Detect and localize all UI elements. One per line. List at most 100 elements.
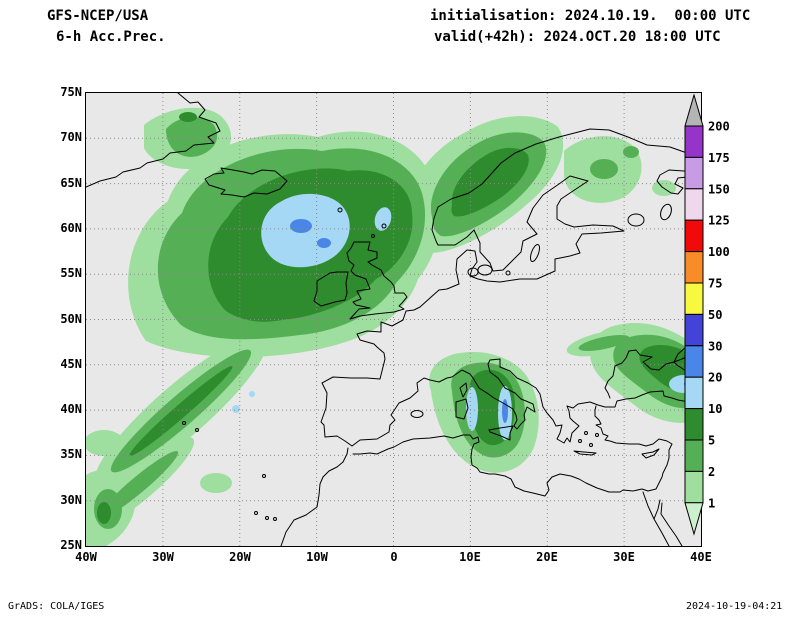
cbar-segment xyxy=(684,376,704,410)
lon-tick-label: 10E xyxy=(459,550,481,564)
lon-tick-label: 30E xyxy=(613,550,635,564)
cbar-segment xyxy=(684,470,704,504)
model-title: GFS-NCEP/USA xyxy=(47,8,149,24)
island-zealand xyxy=(477,264,493,276)
cbar-label: 5 xyxy=(708,434,715,448)
precip-area-sw-iberia xyxy=(200,473,232,493)
island-aegean2 xyxy=(595,433,599,437)
precip-heavy-iceland xyxy=(179,112,197,122)
creation-timestamp: 2024-10-19-04:21 xyxy=(686,601,783,612)
lat-tick-label: 40N xyxy=(60,402,82,416)
cbar-label: 20 xyxy=(708,371,722,385)
cbar-segment xyxy=(684,439,704,472)
lon-tick-label: 40W xyxy=(75,550,97,564)
cbar-label: 30 xyxy=(708,339,722,353)
lat-tick-label: 50N xyxy=(60,312,82,326)
coastline-red-sea xyxy=(642,491,683,546)
color-scale: 200 175 150 125 100 75 50 30 20 10 5 2 1 xyxy=(682,93,752,546)
island-aegean4 xyxy=(589,443,593,447)
coastline-ireland xyxy=(313,271,349,307)
coastline-north-africa xyxy=(280,405,673,546)
island-corsica xyxy=(459,382,468,398)
lat-tick-label: 55N xyxy=(60,266,82,280)
lon-tick-label: 20E xyxy=(536,550,558,564)
map-plot-frame xyxy=(85,92,702,547)
lat-tick-label: 35N xyxy=(60,447,82,461)
precip-heavy-corner-sw xyxy=(97,502,111,524)
cbar-segment xyxy=(684,282,704,315)
coastline-iceland xyxy=(204,167,288,198)
precip-core-finland1 xyxy=(590,159,618,179)
coastline-greenland xyxy=(86,93,221,188)
lake-onega xyxy=(660,203,672,221)
island-shetland xyxy=(381,223,387,229)
island-bornholm xyxy=(505,270,511,276)
island-aegean1 xyxy=(584,431,588,435)
coastline-black-sea-north xyxy=(604,343,701,399)
cbar-segment xyxy=(684,408,704,441)
precip-shading xyxy=(86,107,701,546)
island-canary3 xyxy=(254,511,258,515)
island-gotland xyxy=(529,243,541,263)
cbar-label: 50 xyxy=(708,308,722,322)
cbar-segment xyxy=(684,251,704,284)
cbar-label: 125 xyxy=(708,214,730,228)
cbar-segment xyxy=(684,125,704,158)
cbar-arrow-bottom xyxy=(684,502,704,536)
precip-core-blacksea-band xyxy=(578,335,630,351)
island-crete xyxy=(573,450,597,456)
island-aegean3 xyxy=(578,439,582,443)
lon-tick-label: 20W xyxy=(229,550,251,564)
coastline-scandinavia-baltic xyxy=(431,128,701,285)
lake-ladoga xyxy=(627,213,645,227)
coastline-france-iberia xyxy=(320,283,460,447)
cbar-label: 100 xyxy=(708,245,730,259)
cbar-label: 10 xyxy=(708,402,722,416)
precip-lblue-italy1 xyxy=(466,387,478,431)
grads-credit: GrADS: COLA/IGES xyxy=(8,601,105,612)
island-canary1 xyxy=(265,516,269,520)
island-azores1 xyxy=(195,428,199,432)
precip-core-iceland xyxy=(166,117,218,157)
cbar-segment xyxy=(684,345,704,378)
precip-core-finland2 xyxy=(623,146,639,158)
product-title: 6-h Acc.Prec. xyxy=(56,29,166,45)
color-scale-canvas: 200 175 150 125 100 75 50 30 20 10 5 2 1 xyxy=(684,93,730,536)
cbar-segment xyxy=(684,219,704,253)
island-orkney xyxy=(371,234,375,238)
lat-tick-label: 75N xyxy=(60,85,82,99)
island-faroe xyxy=(337,207,343,213)
coastline-uk xyxy=(346,241,408,320)
cbar-label: 200 xyxy=(708,120,730,134)
cbar-label: 2 xyxy=(708,465,715,479)
valid-time-label: valid(+42h): 2024.OCT.20 18:00 UTC xyxy=(434,29,721,45)
precip-heavy-front-band xyxy=(129,366,233,456)
island-cyprus xyxy=(641,448,660,459)
precip-mblue-scotland2 xyxy=(317,238,331,248)
coastline-mediterranean-north xyxy=(351,358,701,447)
island-mallorca xyxy=(410,410,424,418)
cbar-label: 150 xyxy=(708,182,730,196)
lon-tick-label: 0 xyxy=(390,550,398,564)
island-madeira xyxy=(262,474,266,478)
cbar-label: 1 xyxy=(708,496,715,510)
lat-tick-label: 60N xyxy=(60,221,82,235)
island-azores2 xyxy=(182,421,186,425)
island-sardinia xyxy=(455,398,469,420)
coastlines xyxy=(86,93,701,546)
precip-heavy-norway xyxy=(451,147,529,217)
lat-tick-label: 45N xyxy=(60,357,82,371)
precip-lblue-band-dot1 xyxy=(232,405,240,413)
init-time-label: initialisation: 2024.10.19. 00:00 UTC xyxy=(430,8,751,24)
precip-lblue-band-dot2 xyxy=(249,391,255,397)
map-canvas xyxy=(86,93,701,546)
cbar-segment xyxy=(684,188,704,221)
lon-tick-label: 10W xyxy=(306,550,328,564)
lat-tick-label: 25N xyxy=(60,538,82,552)
cbar-label: 75 xyxy=(708,277,722,291)
cbar-segment xyxy=(684,156,704,190)
lon-tick-label: 40E xyxy=(690,550,712,564)
precip-lblue-northsea xyxy=(374,207,392,231)
lat-tick-label: 70N xyxy=(60,130,82,144)
